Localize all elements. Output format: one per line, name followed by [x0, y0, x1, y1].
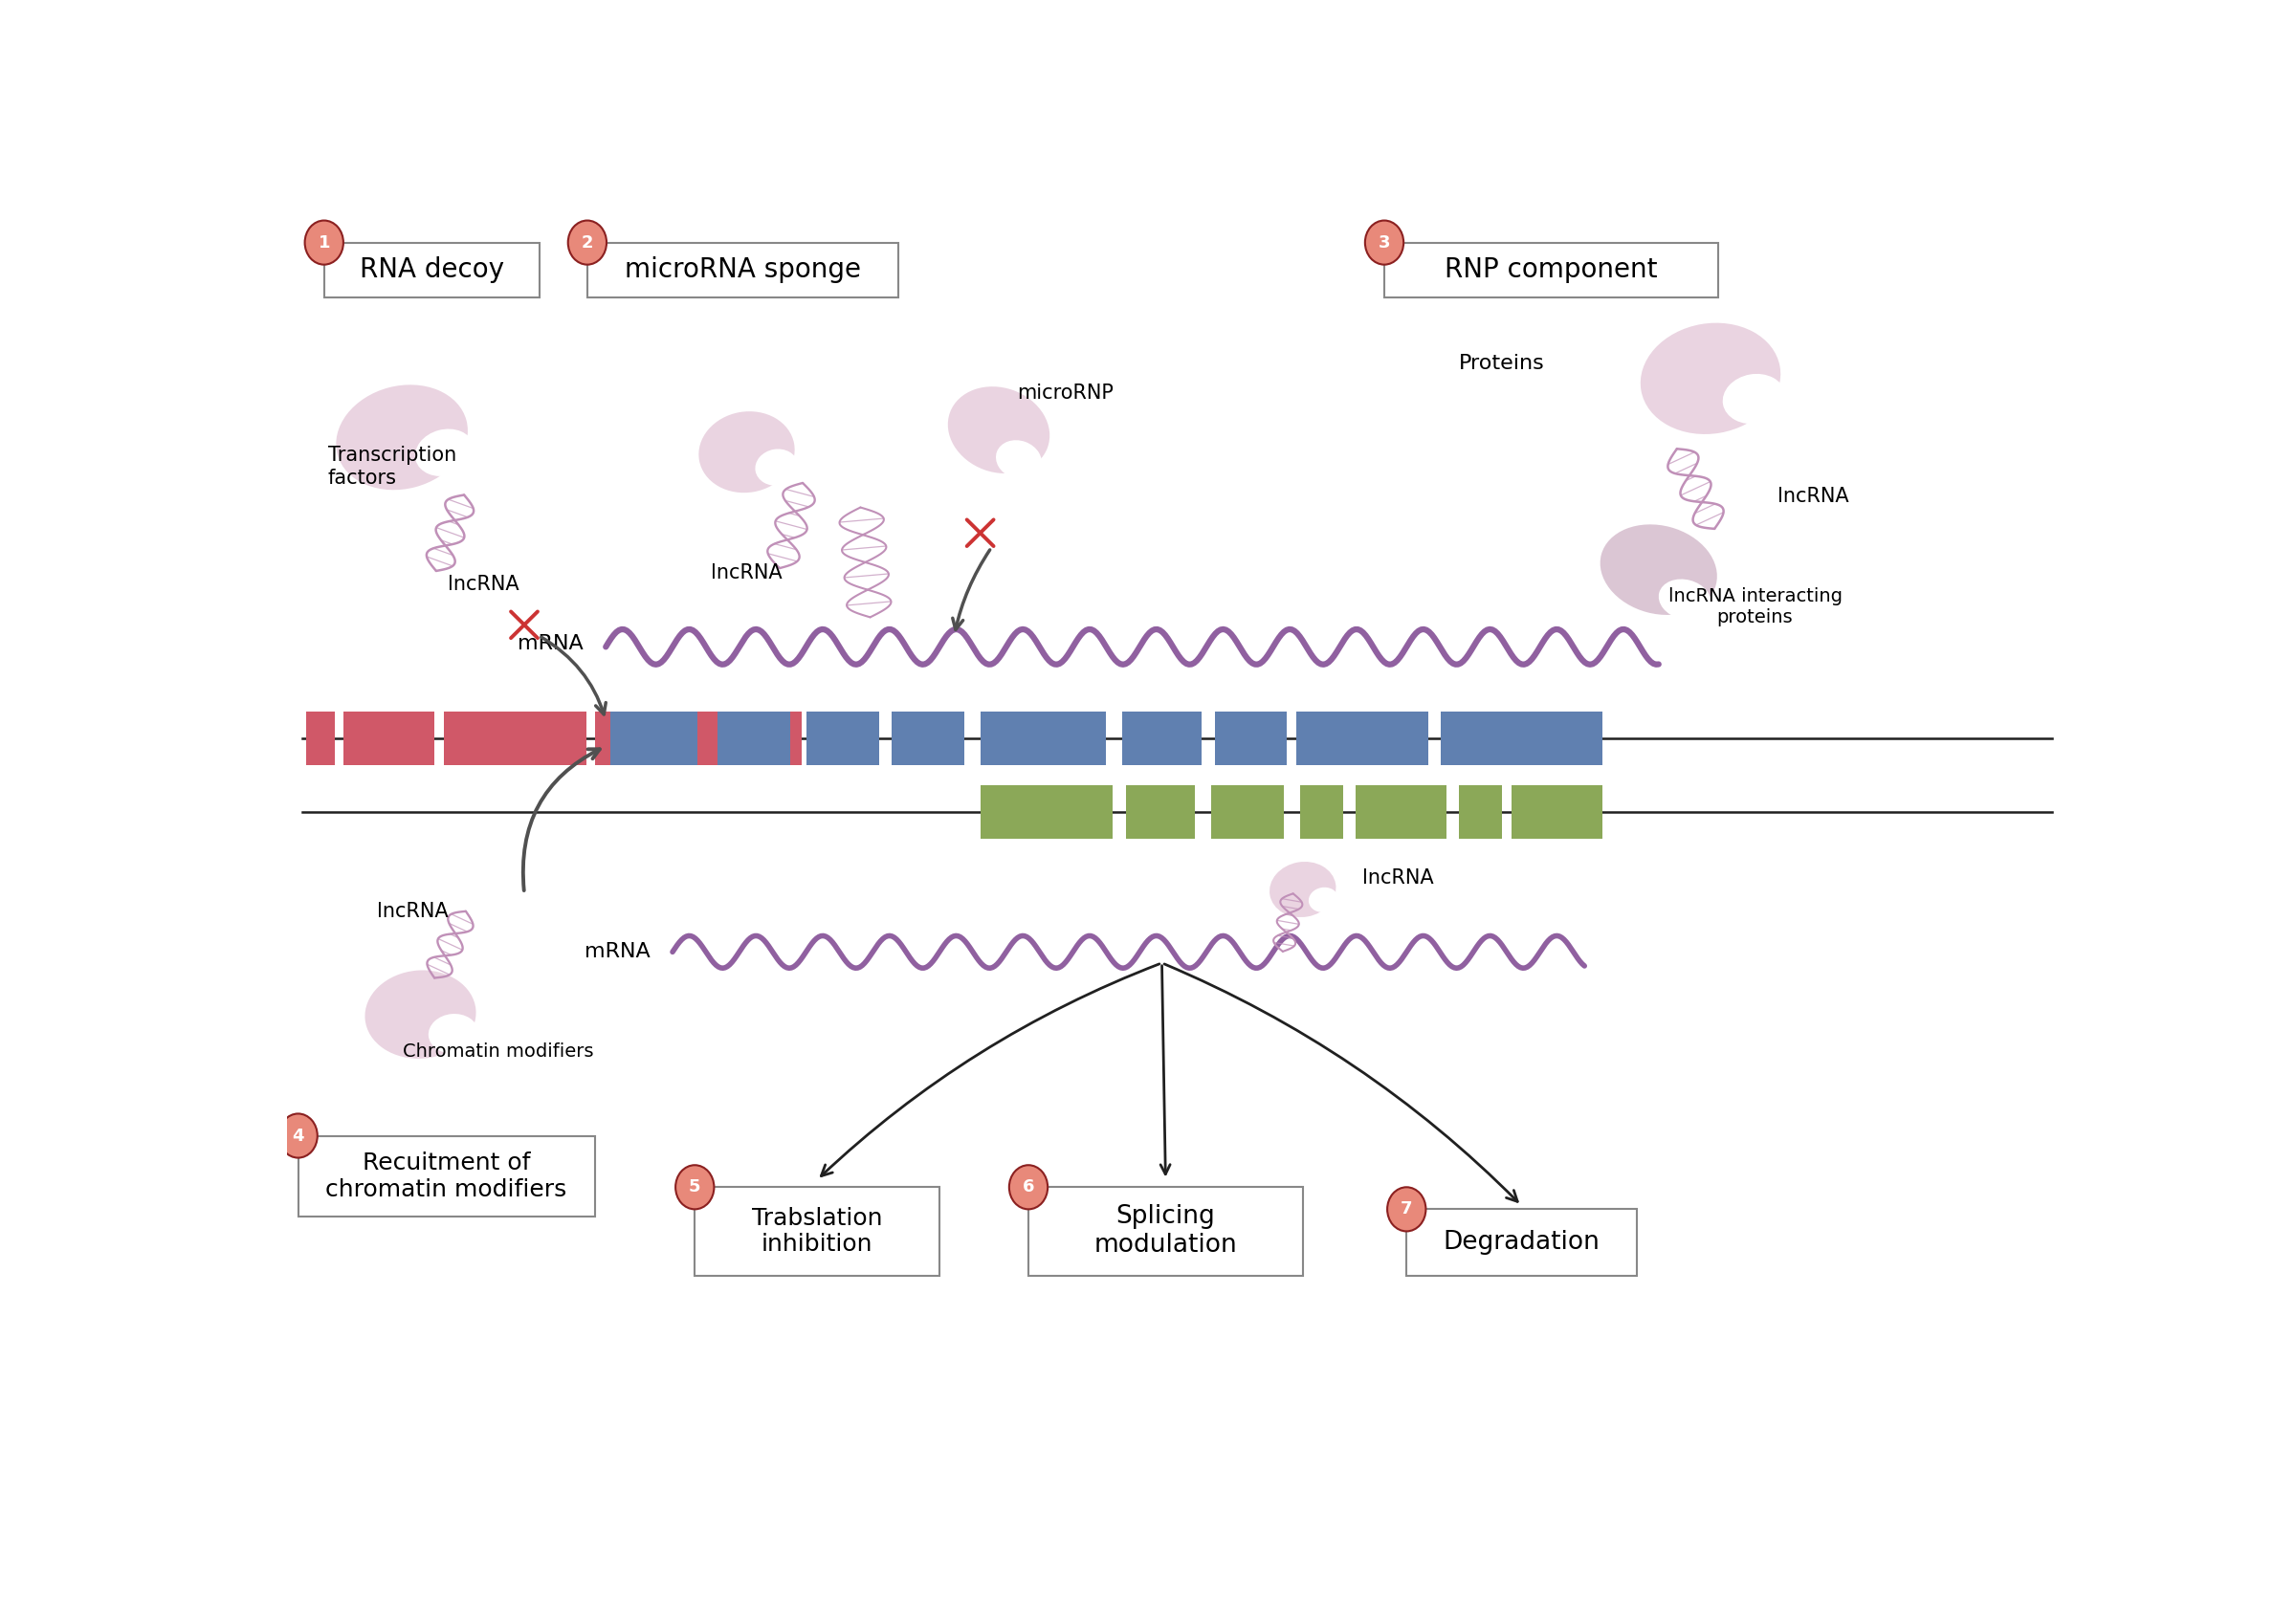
Ellipse shape — [416, 428, 475, 476]
FancyBboxPatch shape — [1440, 712, 1603, 766]
Text: lncRNA: lncRNA — [448, 575, 519, 594]
FancyBboxPatch shape — [1295, 712, 1428, 766]
Ellipse shape — [1722, 373, 1786, 424]
Text: mRNA: mRNA — [585, 943, 650, 961]
FancyBboxPatch shape — [696, 1186, 939, 1276]
Ellipse shape — [996, 440, 1042, 479]
FancyBboxPatch shape — [595, 712, 801, 766]
Text: RNA decoy: RNA decoy — [360, 256, 503, 284]
FancyBboxPatch shape — [298, 1136, 595, 1217]
FancyBboxPatch shape — [1511, 786, 1603, 839]
FancyBboxPatch shape — [1384, 242, 1717, 297]
Text: lncRNA: lncRNA — [712, 563, 783, 583]
Ellipse shape — [755, 450, 799, 485]
Text: microRNA sponge: microRNA sponge — [625, 256, 861, 284]
Ellipse shape — [278, 1113, 317, 1157]
Text: 7: 7 — [1401, 1201, 1412, 1217]
Ellipse shape — [675, 1165, 714, 1209]
Ellipse shape — [305, 221, 344, 265]
Ellipse shape — [1387, 1186, 1426, 1232]
FancyBboxPatch shape — [611, 712, 698, 766]
FancyBboxPatch shape — [980, 786, 1114, 839]
Ellipse shape — [1366, 221, 1403, 265]
FancyBboxPatch shape — [344, 712, 434, 766]
Text: 2: 2 — [581, 234, 592, 252]
FancyBboxPatch shape — [1460, 786, 1502, 839]
Ellipse shape — [1600, 524, 1717, 615]
Ellipse shape — [1639, 323, 1782, 435]
FancyBboxPatch shape — [1300, 786, 1343, 839]
Ellipse shape — [567, 221, 606, 265]
Ellipse shape — [698, 411, 794, 493]
FancyBboxPatch shape — [1029, 1186, 1302, 1276]
Ellipse shape — [429, 1014, 478, 1053]
Text: 3: 3 — [1378, 234, 1391, 252]
Ellipse shape — [1010, 1165, 1047, 1209]
Text: lncRNA: lncRNA — [1777, 487, 1848, 506]
Ellipse shape — [1270, 862, 1336, 917]
FancyBboxPatch shape — [1407, 1209, 1637, 1276]
Text: Proteins: Proteins — [1458, 354, 1545, 373]
Ellipse shape — [948, 386, 1049, 474]
Text: RNP component: RNP component — [1444, 256, 1658, 284]
FancyBboxPatch shape — [891, 712, 964, 766]
Ellipse shape — [335, 385, 468, 490]
FancyBboxPatch shape — [443, 712, 585, 766]
Text: lncRNA interacting
proteins: lncRNA interacting proteins — [1667, 588, 1841, 626]
FancyBboxPatch shape — [719, 712, 790, 766]
Text: lncRNA: lncRNA — [1362, 868, 1433, 888]
Text: Chromatin modifiers: Chromatin modifiers — [402, 1042, 595, 1060]
FancyBboxPatch shape — [1210, 786, 1283, 839]
Text: 5: 5 — [689, 1178, 700, 1196]
FancyBboxPatch shape — [1355, 786, 1446, 839]
Text: Transcription
factors: Transcription factors — [328, 446, 457, 487]
Ellipse shape — [1309, 888, 1339, 912]
Text: microRNP: microRNP — [1017, 383, 1114, 403]
Text: Trabslation
inhibition: Trabslation inhibition — [751, 1206, 882, 1256]
FancyBboxPatch shape — [305, 712, 335, 766]
Ellipse shape — [1658, 579, 1711, 620]
FancyBboxPatch shape — [588, 242, 898, 297]
Text: 1: 1 — [319, 234, 331, 252]
FancyBboxPatch shape — [1123, 712, 1201, 766]
Text: mRNA: mRNA — [519, 633, 583, 652]
Text: Recuitment of
chromatin modifiers: Recuitment of chromatin modifiers — [326, 1151, 567, 1201]
Text: lncRNA: lncRNA — [377, 902, 448, 922]
Text: Degradation: Degradation — [1444, 1230, 1600, 1255]
FancyBboxPatch shape — [806, 712, 879, 766]
FancyBboxPatch shape — [980, 712, 1107, 766]
Ellipse shape — [365, 971, 475, 1058]
FancyBboxPatch shape — [1215, 712, 1288, 766]
FancyBboxPatch shape — [1125, 786, 1194, 839]
FancyBboxPatch shape — [324, 242, 540, 297]
Text: 4: 4 — [292, 1126, 303, 1144]
Text: 6: 6 — [1022, 1178, 1035, 1196]
Text: Splicing
modulation: Splicing modulation — [1093, 1204, 1238, 1258]
